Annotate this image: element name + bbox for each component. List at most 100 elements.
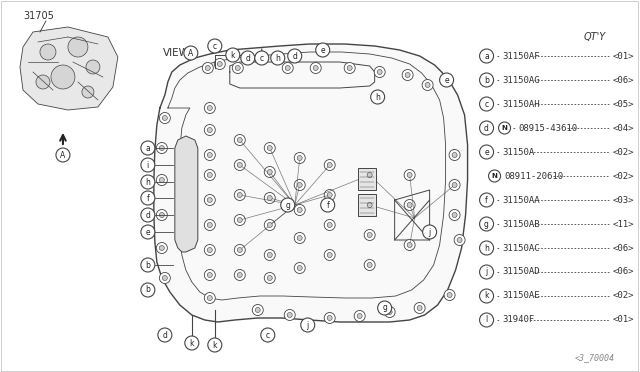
Text: 08911-20610: 08911-20610 [504, 171, 564, 180]
Circle shape [310, 62, 321, 74]
Circle shape [264, 192, 275, 203]
Text: 31940F: 31940F [502, 315, 535, 324]
Circle shape [255, 308, 260, 312]
Circle shape [367, 232, 372, 237]
Circle shape [159, 145, 164, 151]
Text: N: N [492, 173, 497, 179]
Text: d: d [145, 211, 150, 219]
Text: j: j [485, 267, 488, 276]
Text: b: b [145, 260, 150, 269]
Text: g: g [285, 201, 290, 209]
Circle shape [204, 150, 215, 160]
Circle shape [268, 170, 272, 174]
Text: <05>: <05> [612, 99, 634, 109]
Text: f: f [326, 201, 329, 209]
Text: 08915-43610: 08915-43610 [518, 124, 578, 132]
Circle shape [422, 225, 436, 239]
Circle shape [236, 65, 240, 71]
Text: <01>: <01> [612, 315, 634, 324]
Text: c: c [212, 42, 217, 51]
Circle shape [141, 258, 155, 272]
Text: QT'Y: QT'Y [583, 32, 605, 42]
Circle shape [479, 145, 493, 159]
Circle shape [163, 115, 167, 121]
Circle shape [237, 163, 243, 167]
Text: l: l [485, 315, 488, 324]
Circle shape [264, 142, 275, 154]
Text: k: k [189, 339, 194, 347]
Circle shape [252, 305, 263, 315]
Text: c: c [266, 330, 270, 340]
Circle shape [327, 192, 332, 198]
Text: e: e [444, 76, 449, 84]
Circle shape [86, 60, 100, 74]
Circle shape [294, 232, 305, 244]
Circle shape [417, 305, 422, 311]
Text: e: e [484, 148, 489, 157]
Circle shape [234, 269, 245, 280]
Text: d: d [484, 124, 489, 132]
Circle shape [479, 289, 493, 303]
Circle shape [378, 301, 392, 315]
Text: <06>: <06> [612, 244, 634, 253]
Circle shape [141, 208, 155, 222]
Circle shape [237, 138, 243, 142]
Circle shape [237, 273, 243, 278]
Text: <03>: <03> [612, 196, 634, 205]
Circle shape [159, 212, 164, 218]
Circle shape [207, 128, 212, 132]
Circle shape [204, 103, 215, 113]
Circle shape [488, 170, 500, 182]
Circle shape [447, 292, 452, 298]
Polygon shape [175, 136, 198, 252]
Circle shape [327, 222, 332, 228]
Circle shape [284, 310, 295, 321]
Text: <06>: <06> [612, 76, 634, 84]
Circle shape [364, 199, 375, 211]
Circle shape [234, 189, 245, 201]
Circle shape [479, 121, 493, 135]
Circle shape [268, 145, 272, 151]
Text: e: e [145, 228, 150, 237]
Text: h: h [375, 93, 380, 102]
Circle shape [141, 283, 155, 297]
Circle shape [294, 180, 305, 190]
Circle shape [364, 170, 375, 180]
Circle shape [452, 212, 457, 218]
Circle shape [185, 336, 199, 350]
Circle shape [156, 209, 167, 221]
Circle shape [404, 170, 415, 180]
Circle shape [297, 266, 302, 270]
Circle shape [264, 219, 275, 231]
Text: N: N [502, 125, 508, 131]
Circle shape [82, 86, 94, 98]
Circle shape [271, 51, 285, 65]
Text: g: g [484, 219, 489, 228]
Circle shape [479, 217, 493, 231]
Circle shape [234, 135, 245, 145]
Circle shape [479, 241, 493, 255]
Circle shape [364, 260, 375, 270]
Circle shape [449, 209, 460, 221]
Circle shape [321, 198, 335, 212]
Circle shape [51, 65, 75, 89]
Circle shape [404, 199, 415, 211]
Text: <02>: <02> [612, 292, 634, 301]
Text: 31705: 31705 [23, 11, 54, 21]
Circle shape [324, 219, 335, 231]
Text: 31150AC: 31150AC [502, 244, 540, 253]
Circle shape [444, 289, 455, 301]
Circle shape [407, 202, 412, 208]
Circle shape [452, 183, 457, 187]
Circle shape [163, 276, 167, 280]
Circle shape [156, 174, 167, 186]
Circle shape [479, 313, 493, 327]
Text: <02>: <02> [612, 148, 634, 157]
Text: 31150AF: 31150AF [502, 51, 540, 61]
Circle shape [357, 314, 362, 318]
Text: <01>: <01> [612, 51, 634, 61]
Text: 31150AA: 31150AA [502, 196, 540, 205]
Circle shape [159, 273, 170, 283]
Text: a: a [145, 144, 150, 153]
Circle shape [159, 177, 164, 183]
